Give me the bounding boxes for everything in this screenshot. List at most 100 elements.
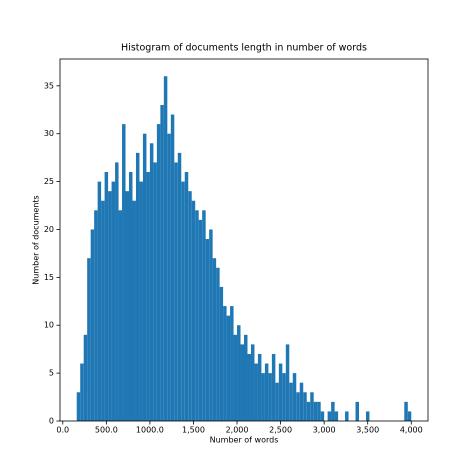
x-tick-label: 4,000 [400, 426, 423, 435]
y-tick-label: 20 [44, 225, 54, 234]
bar [310, 392, 314, 421]
x-tick-label: 2,500 [269, 426, 292, 435]
bar [108, 191, 112, 421]
x-tick-label: 1,500 [182, 426, 205, 435]
bar [320, 411, 325, 421]
bar [365, 411, 370, 421]
bar [404, 401, 408, 421]
bar [331, 401, 335, 421]
bar [146, 172, 150, 421]
bar [219, 286, 224, 421]
bar [174, 162, 178, 421]
y-axis-label: Number of documents [32, 195, 41, 284]
bar [334, 411, 339, 421]
bar [104, 172, 109, 421]
bar [257, 353, 262, 421]
bar [97, 181, 102, 421]
bar [188, 191, 192, 421]
bar [254, 363, 258, 421]
y-tick-label: 25 [44, 177, 54, 186]
x-tick-label: 0.0 [56, 426, 69, 435]
bar [135, 152, 140, 421]
x-tick-label: 500.0 [95, 426, 118, 435]
bar [313, 401, 318, 421]
plot-frame [59, 58, 429, 422]
chart-title: Histogram of documents length in number … [121, 43, 367, 54]
y-tick-label: 5 [49, 369, 54, 378]
bar [129, 172, 133, 421]
bar [289, 382, 293, 421]
y-tick-label: 30 [44, 129, 54, 138]
bar [160, 104, 164, 421]
bar [226, 315, 231, 421]
y-tick-label: 0 [49, 417, 54, 426]
bar [153, 162, 157, 421]
bar [275, 382, 279, 421]
bar [237, 325, 241, 421]
bar [122, 124, 126, 421]
bar [198, 219, 203, 421]
bar [240, 344, 244, 421]
bar [216, 267, 220, 421]
bar [118, 210, 123, 421]
bar [296, 392, 300, 421]
bar [306, 401, 311, 421]
bar [268, 373, 272, 421]
bar [292, 373, 297, 421]
bar [76, 392, 81, 421]
bar [205, 239, 210, 421]
bar [181, 181, 185, 421]
bar [230, 306, 234, 421]
x-axis-label: Number of words [210, 436, 279, 445]
bar [90, 229, 95, 421]
bar [212, 258, 217, 421]
x-tick-label: 2,000 [226, 426, 249, 435]
bar [125, 191, 129, 421]
bar [195, 210, 199, 421]
bar [101, 200, 105, 421]
bar [111, 181, 116, 421]
y-tick-label: 35 [44, 81, 54, 90]
bar [278, 363, 283, 421]
bar [132, 200, 136, 421]
bar [327, 411, 332, 421]
bar [167, 133, 171, 421]
bar [355, 401, 359, 421]
bar [209, 229, 213, 421]
bar [303, 392, 307, 421]
bar [177, 152, 182, 421]
bar [233, 334, 238, 421]
bar [317, 401, 321, 421]
bar [139, 181, 143, 421]
bar [80, 363, 84, 421]
bar [170, 114, 175, 421]
bar [261, 373, 265, 421]
bar [285, 344, 290, 421]
y-tick-label: 15 [44, 273, 54, 282]
bar [223, 306, 227, 421]
bar [264, 363, 269, 421]
bar [282, 373, 286, 421]
bar [271, 353, 276, 421]
bar [156, 124, 161, 421]
bar [250, 344, 255, 421]
bar [184, 172, 189, 421]
y-tick-label: 10 [44, 321, 54, 330]
x-tick-label: 3,500 [356, 426, 379, 435]
x-tick-label: 1000.0 [136, 426, 164, 435]
bar [87, 258, 91, 421]
bar [407, 411, 412, 421]
bar [244, 334, 248, 421]
bar [247, 353, 251, 421]
x-tick-label: 3,000 [313, 426, 336, 435]
bar [345, 411, 349, 421]
bar [149, 143, 154, 421]
bar [299, 382, 304, 421]
bar [94, 210, 98, 421]
bar [163, 76, 168, 421]
bar [191, 200, 196, 421]
bar [202, 210, 206, 421]
bar [115, 162, 119, 421]
bar [142, 133, 147, 421]
